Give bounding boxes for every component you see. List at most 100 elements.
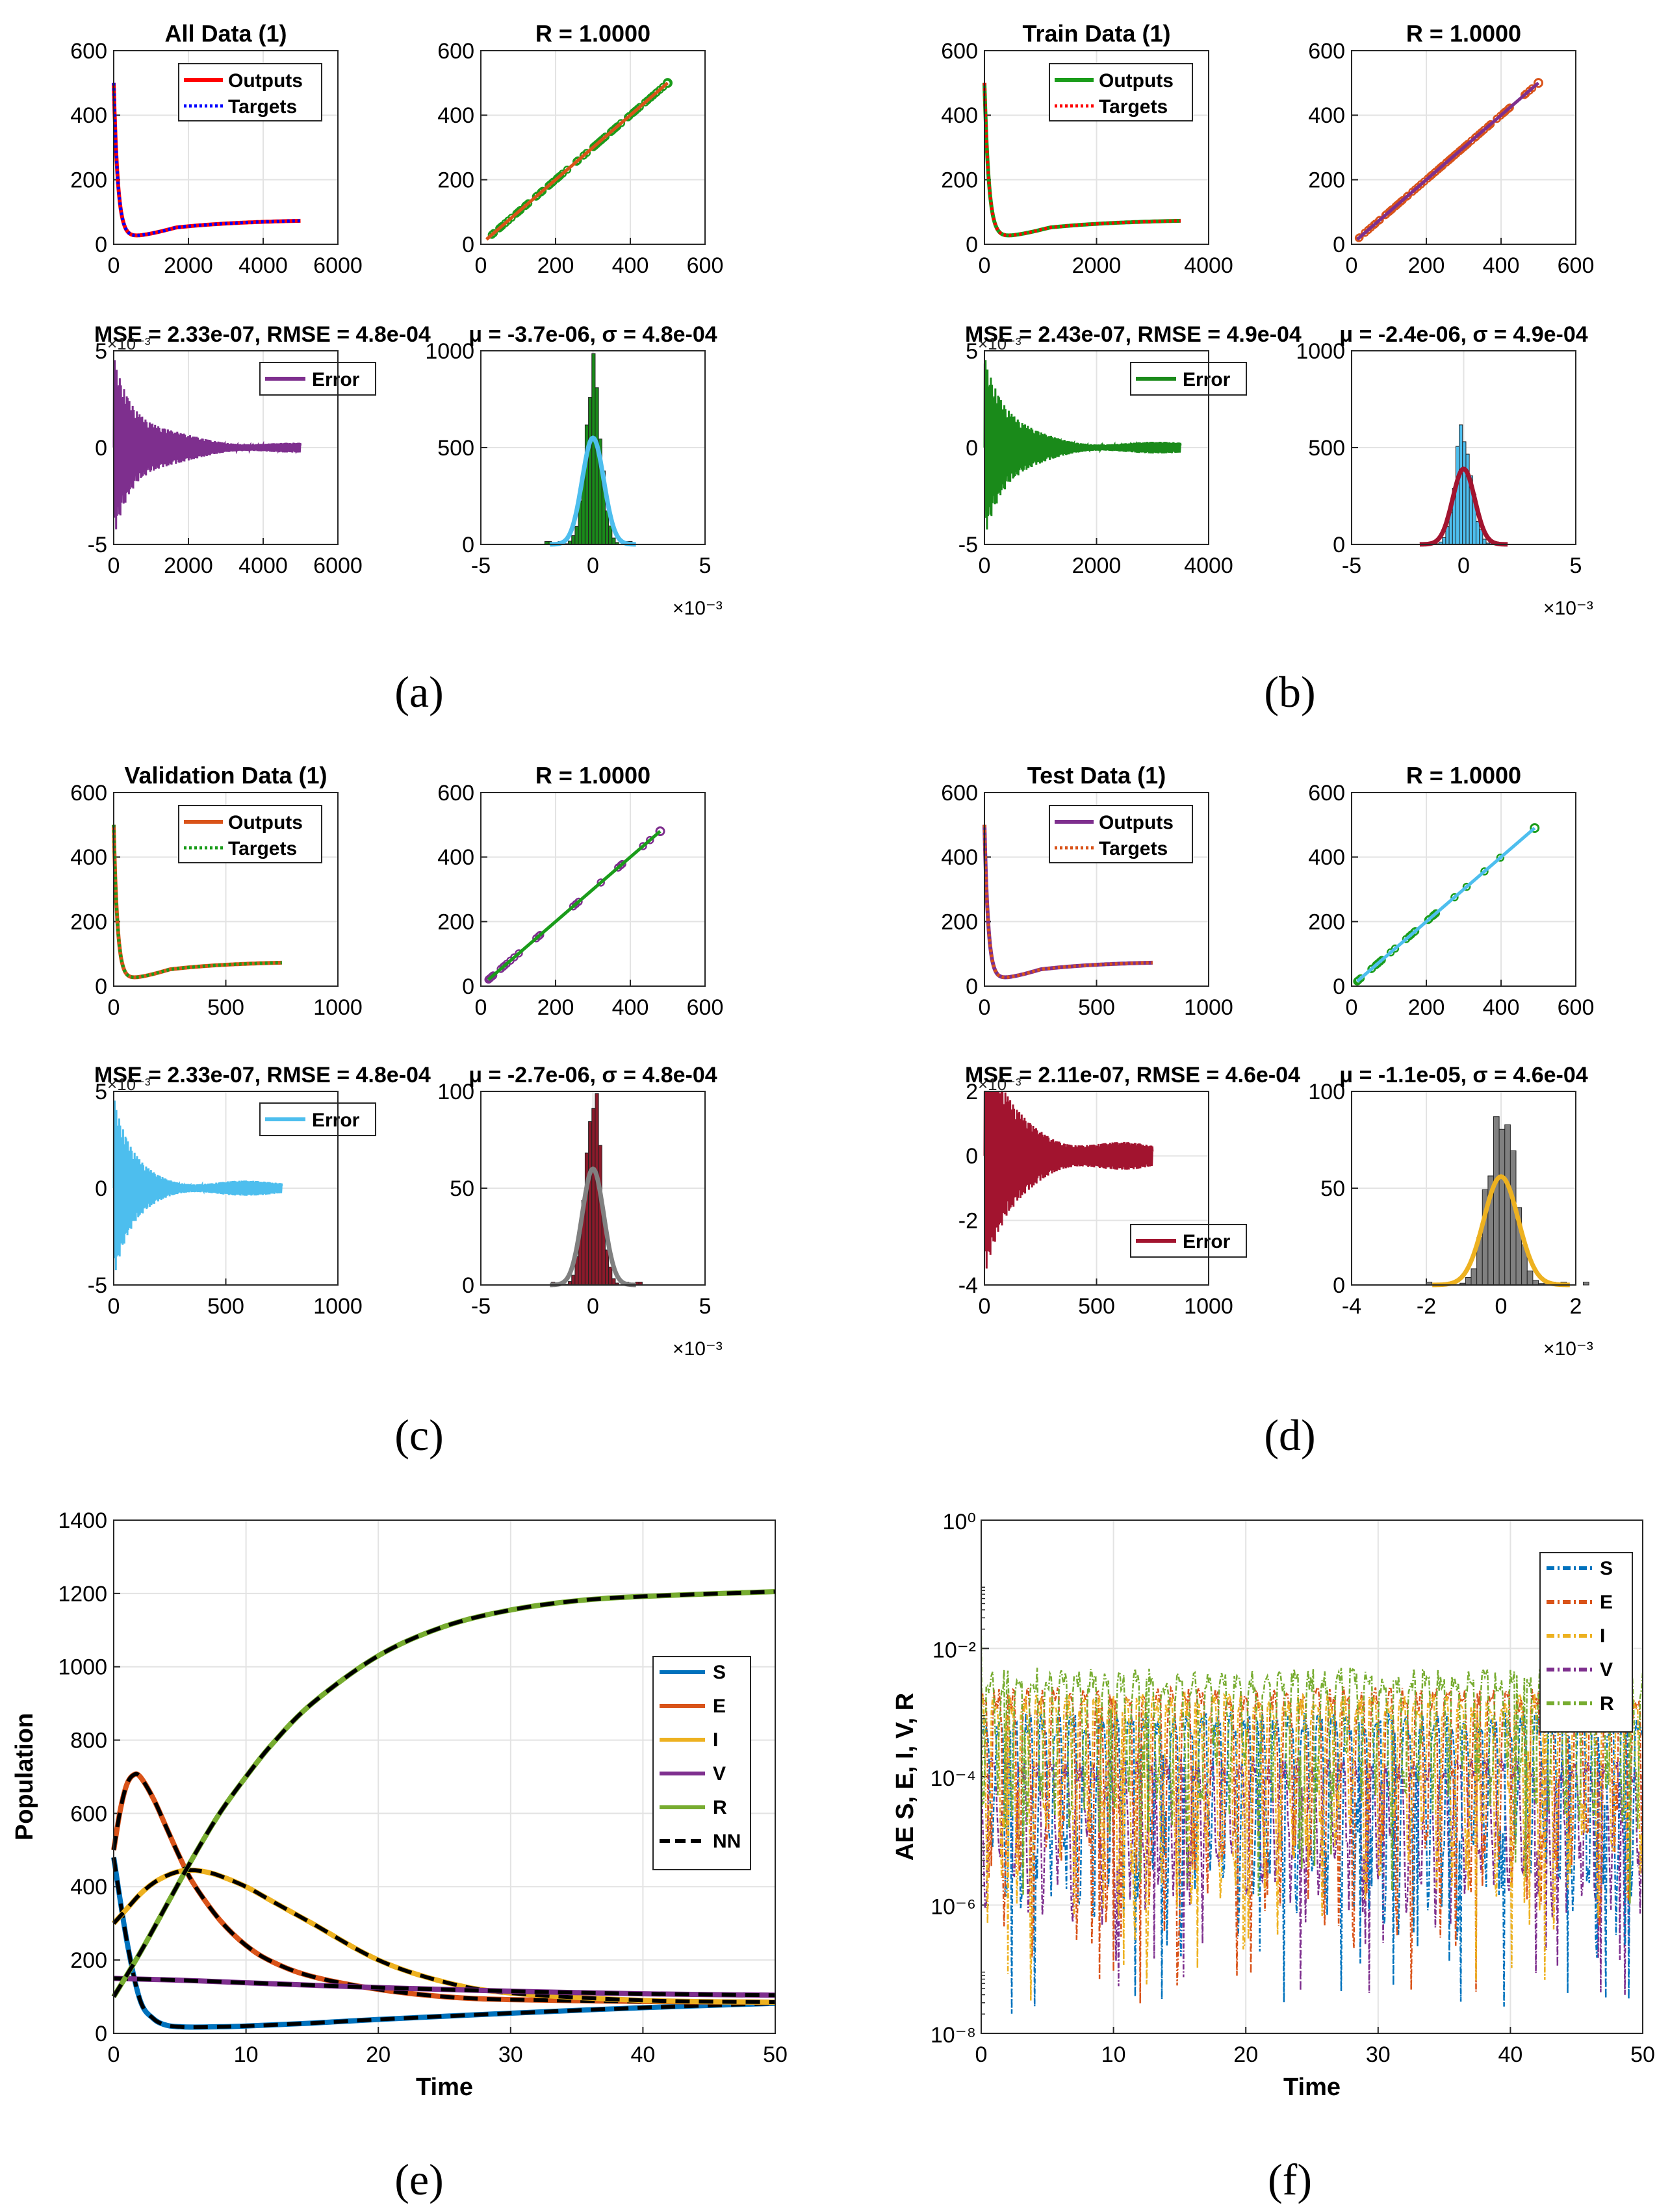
- histogram-exponent: ×10⁻³: [1543, 1338, 1593, 1360]
- y-tick-label: 600: [941, 781, 978, 806]
- fit-title: Validation Data (1): [124, 762, 327, 789]
- regression-point: [1353, 977, 1361, 985]
- regression-title: R = 1.0000: [535, 762, 650, 789]
- x-tick-label: 5: [699, 1294, 712, 1319]
- histogram-bar: [1532, 1280, 1539, 1286]
- y-tick-label: 400: [70, 1875, 107, 1900]
- x-tick-label: 10: [234, 2042, 259, 2067]
- caption-b: (b): [1264, 667, 1315, 717]
- x-tick-label: 30: [498, 2042, 523, 2067]
- histogram-bar: [574, 526, 579, 545]
- y-tick-label: 100: [1308, 1080, 1345, 1104]
- axes-frame: [113, 792, 339, 987]
- x-tick-label: 0: [108, 995, 120, 1020]
- series-E-abs-error: [981, 1684, 1643, 2003]
- panel-f: 0 10 20 30 40 50 10⁻⁸ 10⁻⁶ 10⁻⁴ 10⁻² 10⁰ Time AE S, …: [892, 1510, 1655, 2101]
- regression-point: [1370, 220, 1378, 229]
- histogram-title: μ = -1.1e-05, σ = 4.6e-04: [1339, 1063, 1587, 1087]
- y-tick-label: 5: [966, 339, 978, 364]
- fit-plot: 0 2000 4000 0 200 400 600 Train Data (1) Outputs…: [941, 20, 1233, 278]
- x-tick-label: 500: [1078, 995, 1115, 1020]
- legend-targets-label: Targets: [1099, 838, 1168, 859]
- y-tick-label: 200: [941, 910, 978, 935]
- x-tick-label: 0: [975, 2042, 988, 2067]
- regression-plot: 0 200 400 600 0 200 400 600 R = 1.0000: [437, 762, 723, 1020]
- x-tick-label: 0: [1458, 553, 1470, 578]
- axes-frame: [984, 1091, 1209, 1286]
- regression-point: [655, 826, 665, 837]
- x-tick-label: -5: [471, 1294, 491, 1319]
- y-tick-label: 1400: [58, 1508, 107, 1533]
- y-tick-label: 50: [450, 1176, 474, 1201]
- legend-V-label: V: [713, 1763, 726, 1785]
- nn-S-line: [112, 1857, 776, 2029]
- regression-point: [1477, 128, 1486, 136]
- legend-E-label: E: [713, 1696, 726, 1717]
- histogram-bar: [1462, 441, 1467, 545]
- y-tick-label: 10⁻⁶: [931, 1895, 976, 1920]
- y-tick-label: 200: [941, 168, 978, 193]
- y-tick-label: 0: [1333, 233, 1345, 257]
- x-tick-label: 1000: [1184, 1294, 1233, 1319]
- regression-point: [1378, 956, 1386, 965]
- x-tick-label: 0: [587, 553, 599, 578]
- fit-legend: [1049, 63, 1193, 121]
- x-tick-label: 30: [1366, 2042, 1391, 2067]
- legend-targets-label: Targets: [228, 96, 297, 118]
- x-tick-label: -2: [1417, 1294, 1436, 1319]
- regression-point: [510, 953, 519, 961]
- y-tick-label: 0: [462, 974, 474, 999]
- histogram-bar: [1498, 1128, 1506, 1286]
- x-tick-label: -4: [1342, 1294, 1361, 1319]
- x-tick-label: 40: [1498, 2042, 1522, 2067]
- panel-e: 0 10 20 30 40 50 0 200 400 600 800 1000 1200 1400 Time…: [11, 1508, 788, 2101]
- x-tick-label: -5: [471, 553, 491, 578]
- error-line: [983, 1091, 1154, 1269]
- series-S-abs-error: [981, 1710, 1643, 2014]
- x-tick-label: 2000: [164, 253, 213, 278]
- regression-point: [1496, 111, 1505, 120]
- regression-point: [1496, 854, 1505, 862]
- error-title: MSE = 2.33e-07, RMSE = 4.8e-04: [94, 1063, 431, 1087]
- legend-outputs-label: Outputs: [1099, 70, 1174, 92]
- histogram-bar: [1459, 424, 1463, 545]
- legend-outputs-label: Outputs: [1099, 812, 1174, 833]
- regression-title: R = 1.0000: [1406, 762, 1521, 789]
- x-tick-label: 0: [108, 553, 120, 578]
- y-tick-label: 200: [70, 168, 107, 193]
- histogram-bar: [571, 535, 576, 545]
- fit-plot: 0 2000 4000 6000 0 200 400 600 All Data (1) Outpu…: [70, 20, 363, 278]
- y-tick-label: 500: [437, 436, 474, 461]
- normal-fit-curve: [1432, 1174, 1570, 1288]
- y-tick-label: 5: [95, 339, 107, 364]
- x-tick-label: 600: [687, 995, 724, 1020]
- axes-frame: [1351, 1091, 1576, 1286]
- y-tick-label: 600: [70, 781, 107, 806]
- histogram-bar: [608, 1266, 613, 1286]
- regression-point: [545, 181, 553, 190]
- caption-f: (f): [1268, 2155, 1312, 2204]
- y-tick-label: -4: [958, 1273, 978, 1298]
- axes-frame: [113, 1091, 339, 1286]
- y-tick-label: 200: [1308, 910, 1345, 935]
- y-tick-label: 400: [941, 845, 978, 870]
- y-tick-label: 200: [1308, 168, 1345, 193]
- regression-point: [499, 963, 507, 971]
- regression-point: [580, 151, 588, 160]
- regression-point: [1361, 228, 1369, 237]
- y-tick-label: 600: [437, 781, 474, 806]
- targets-line: [112, 83, 301, 237]
- histogram-bar: [598, 1145, 602, 1286]
- error-line: [983, 360, 1182, 530]
- regression-point: [1467, 136, 1476, 145]
- legend-error-label: Error: [312, 369, 360, 390]
- y-tick-label: 600: [70, 1801, 107, 1826]
- regression-point: [1525, 86, 1534, 95]
- y-tick-label: 1000: [425, 339, 474, 364]
